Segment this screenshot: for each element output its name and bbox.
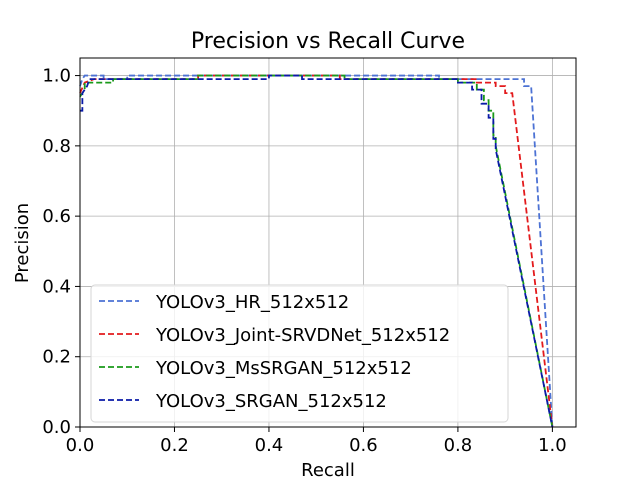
y-axis-ticks: 0.0 0.2 0.4 0.6 0.8 1.0 (42, 66, 80, 438)
x-tick-label: 0.2 (160, 435, 189, 456)
legend-label-0: YOLOv3_HR_512x512 (155, 292, 349, 313)
legend-box (90, 284, 509, 423)
y-tick-label: 1.0 (42, 66, 71, 87)
y-tick-label: 0.0 (42, 417, 71, 438)
plot-frame (79, 57, 577, 428)
y-tick-label: 0.2 (42, 347, 71, 368)
y-axis-label: Precision (12, 203, 33, 283)
x-tick-label: 0.0 (66, 435, 95, 456)
legend-label-3: YOLOv3_SRGAN_512x512 (155, 391, 387, 412)
x-tick-label: 0.8 (444, 435, 473, 456)
x-axis-label: Recall (301, 460, 355, 480)
legend-label-1: YOLOv3_Joint-SRVDNet_512x512 (155, 325, 450, 346)
chart-title: Precision vs Recall Curve (191, 29, 465, 54)
y-tick-label: 0.4 (42, 276, 71, 297)
series-line-3 (80, 74, 554, 428)
x-tick-label: 0.6 (349, 435, 378, 456)
x-tick-label: 1.0 (538, 435, 567, 456)
y-tick-label: 0.8 (42, 136, 71, 157)
legend: YOLOv3_HR_512x512 YOLOv3_Joint-SRVDNet_51… (90, 284, 509, 423)
series-layer (79, 74, 554, 428)
x-axis-ticks: 0.0 0.2 0.4 0.6 0.8 1.0 (66, 427, 567, 456)
legend-label-2: YOLOv3_MsSRGAN_512x512 (155, 358, 412, 379)
x-tick-label: 0.4 (255, 435, 284, 456)
y-tick-label: 0.6 (42, 206, 71, 227)
